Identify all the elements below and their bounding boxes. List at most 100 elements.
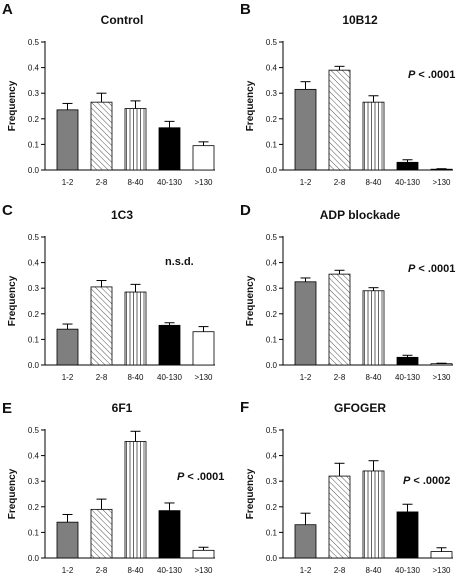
panel-a: A Control Frequency 0.0 0.1 0.2 0.3 0.4 0.5 1-2 2-…: [2, 1, 215, 187]
y-tick-label: 0.2: [28, 310, 40, 319]
bar-12-f: [294, 524, 317, 559]
y-tick-label: 0.3: [266, 89, 278, 98]
y-tick-label: 0.0: [266, 554, 278, 563]
significance-annotation: P < .0001: [408, 69, 455, 81]
y-tick-label: 0.3: [28, 89, 40, 98]
x-tick-label: 40-130: [395, 373, 420, 382]
x-tick-label: 1-2: [62, 566, 74, 575]
panel-b: B 10B12 Frequency 0.0 0.1 0.2 0.3 0.4 0.5 1-2 2-8 8…: [240, 1, 455, 187]
x-tick-label: 40-130: [157, 178, 182, 187]
x-tick-label: 2-8: [334, 178, 346, 187]
y-tick-label: 0.4: [28, 452, 40, 461]
x-tick-label: 2-8: [96, 566, 108, 575]
panel-title: GFOGER: [334, 401, 386, 415]
p-symbol: P: [408, 263, 416, 275]
y-tick-label: 0.2: [266, 310, 278, 319]
y-axis-label: Frequency: [245, 80, 256, 131]
y-tick-label: 0.2: [266, 115, 278, 124]
bar-40130-f: [396, 511, 419, 559]
x-tick-label: 40-130: [157, 566, 182, 575]
bar-12-a: [56, 109, 79, 171]
y-tick-label: 0.0: [28, 554, 40, 563]
bar-40130-a: [158, 127, 181, 171]
y-tick-label: 0.5: [28, 38, 40, 47]
y-tick-label: 0.5: [266, 38, 278, 47]
x-tick-label: 2-8: [334, 373, 346, 382]
panel-title: 10B12: [342, 13, 378, 27]
y-axis-label: Frequency: [7, 275, 18, 326]
panel-title: ADP blockade: [320, 208, 401, 222]
panel-title: 6F1: [112, 401, 133, 415]
bar-28-a: [90, 101, 113, 171]
bar-840-d: [362, 290, 385, 366]
panel-title: Control: [101, 13, 144, 27]
y-tick-label: 0.2: [266, 503, 278, 512]
p-value: < .0001: [187, 471, 224, 483]
panel-letter: F: [240, 399, 249, 416]
y-axis-label: Frequency: [7, 80, 18, 131]
x-tick-label: >130: [432, 566, 451, 575]
bar-840-b: [362, 101, 385, 171]
y-tick-label: 0.3: [28, 284, 40, 293]
x-tick-label: 1-2: [300, 566, 312, 575]
x-tick-label: 2-8: [334, 566, 346, 575]
y-tick-label: 0.5: [28, 426, 40, 435]
bar-40130-c: [158, 324, 181, 366]
x-tick-label: 8-40: [127, 178, 144, 187]
bar-12-b: [294, 88, 317, 171]
panel-title: 1C3: [111, 208, 133, 222]
x-tick-label: >130: [432, 178, 451, 187]
x-tick-label: 40-130: [395, 178, 420, 187]
bar-130-d: [430, 363, 453, 366]
bar-840-e: [124, 441, 147, 559]
x-tick-label: 2-8: [96, 373, 108, 382]
significance-annotation: P < .0001: [408, 263, 455, 275]
y-tick-label: 0.2: [28, 115, 40, 124]
panel-letter: A: [2, 1, 13, 18]
y-tick-label: 0.3: [266, 284, 278, 293]
panel-letter: B: [240, 1, 251, 18]
y-axis-label: Frequency: [245, 275, 256, 326]
panel-letter: D: [240, 202, 251, 219]
significance-annotation: P < .0002: [403, 475, 450, 487]
x-tick-label: 2-8: [96, 178, 108, 187]
y-tick-label: 0.2: [28, 503, 40, 512]
y-tick-label: 0.4: [28, 64, 40, 73]
y-axis-label: Frequency: [245, 468, 256, 519]
y-tick-label: 0.4: [28, 259, 40, 268]
x-tick-label: 8-40: [127, 373, 144, 382]
bar-130-e: [192, 549, 215, 559]
y-tick-label: 0.4: [266, 259, 278, 268]
p-value: < .0002: [413, 475, 450, 487]
y-tick-label: 0.5: [266, 426, 278, 435]
x-tick-label: 1-2: [300, 373, 312, 382]
x-tick-label: >130: [194, 566, 213, 575]
x-tick-label: 8-40: [365, 373, 382, 382]
y-tick-label: 0.1: [266, 140, 278, 149]
y-tick-label: 0.1: [28, 140, 40, 149]
y-tick-label: 0.4: [266, 64, 278, 73]
x-tick-label: 40-130: [157, 373, 182, 382]
x-tick-label: >130: [194, 178, 213, 187]
y-tick-label: 0.1: [266, 335, 278, 344]
y-tick-label: 0.0: [28, 361, 40, 370]
panel-c: C 1C3 Frequency 0.0 0.1 0.2 0.3 0.4 0.5 1-2 2-8 8-4…: [2, 202, 215, 382]
bar-130-c: [192, 331, 215, 366]
x-tick-label: 8-40: [365, 178, 382, 187]
y-tick-label: 0.3: [28, 477, 40, 486]
y-tick-label: 0.5: [266, 233, 278, 242]
significance-text: n.s.d.: [165, 256, 194, 268]
bar-12-e: [56, 521, 79, 559]
bar-840-a: [124, 108, 147, 171]
p-symbol: P: [177, 471, 185, 483]
p-symbol: P: [408, 69, 416, 81]
bar-28-d: [328, 273, 351, 366]
y-tick-label: 0.1: [28, 335, 40, 344]
y-tick-label: 0.0: [266, 361, 278, 370]
p-value: < .0001: [418, 69, 455, 81]
bar-28-c: [90, 286, 113, 366]
panel-d: D ADP blockade Frequency 0.0 0.1 0.2 0.3 0.4 0.5…: [240, 202, 455, 382]
panel-letter: E: [2, 400, 12, 417]
bar-12-c: [56, 328, 79, 366]
